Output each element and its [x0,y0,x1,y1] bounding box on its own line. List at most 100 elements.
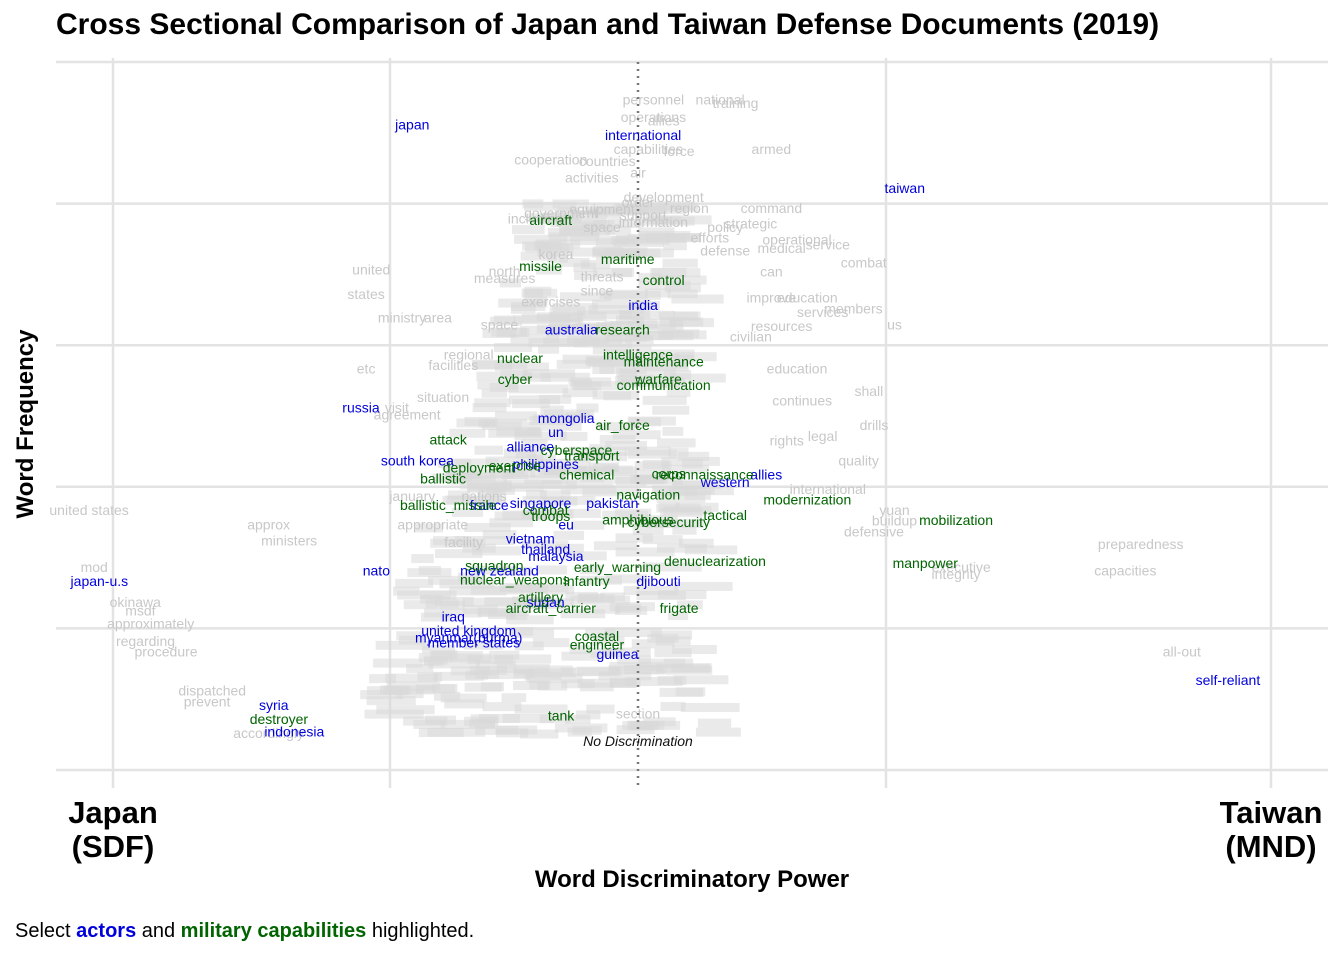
term-label: space [481,317,519,333]
capability-term-label: control [643,272,685,288]
background-term-mark [560,495,596,505]
grid-lines [56,58,1328,788]
actor-term-label: djibouti [636,573,680,589]
background-term-mark [454,458,499,468]
background-term-mark [395,578,434,588]
term-label: civilian [730,329,772,345]
term-label: government [524,205,598,221]
background-term-mark [541,496,578,506]
background-term-mark [588,305,645,315]
background-term-mark [682,459,703,469]
term-label: international [790,481,866,497]
background-term-mark [484,597,542,607]
background-term-mark [598,422,636,432]
background-term-mark [527,454,556,464]
background-term-mark [673,480,707,490]
term-label: etc [357,361,376,377]
background-term-mark [619,368,677,378]
term-label: area [424,310,452,326]
background-term-mark [522,369,576,379]
actor-term-label: member states [428,635,521,651]
background-term-mark [671,294,724,304]
background-term-mark [482,421,522,431]
background-term-mark [651,349,695,359]
actor-term-label: western [700,474,750,490]
background-term-mark [582,487,640,497]
background-term-mark [657,330,707,340]
background-term-mark [657,590,707,600]
term-label: combat [841,254,887,270]
caption-prefix: Select [15,920,77,942]
capability-term-label: destroyer [250,711,309,727]
background-term-mark [500,566,533,576]
capability-term-label: chemical [559,467,614,483]
background-term-mark [444,699,485,709]
background-term-mark [674,581,733,591]
x-axis-right-label: Taiwan (MND) [1208,796,1334,864]
background-term-mark [536,324,571,334]
background-term-mark [672,645,717,655]
term-label: executive [932,559,991,575]
background-term-mark [590,648,625,658]
capability-term-label: artillery [518,589,563,605]
term-label: air [630,164,646,180]
term-label: north [489,263,521,279]
x-left-label-line1: Japan [68,795,158,830]
background-term-mark [403,600,438,610]
background-term-mark [592,390,639,400]
background-term-mark [529,668,576,678]
background-term-mark [369,674,396,684]
term-label: regional [444,346,494,362]
term-label: operations [621,109,686,125]
term-label: quality [838,453,878,469]
background-term-mark [532,414,584,424]
capability-term-label: tactical [703,507,747,523]
actor-term-label: pakistan [586,495,638,511]
capability-term-label: squadron [465,557,523,573]
term-label: strategic [724,215,777,231]
background-term-mark [536,265,562,275]
term-label: force [663,143,694,159]
term-label: service [806,237,851,253]
background-term-mark [553,530,585,540]
actor-term-label: syria [259,697,289,713]
term-label: yuan [879,502,909,518]
background-term-mark [615,533,653,543]
term-label: capabilities [614,141,683,157]
background-term-mark [552,508,601,518]
background-term-mark [593,247,648,257]
background-term-mark [505,611,528,621]
background-term-mark [678,538,714,548]
background-term-mark [608,218,642,228]
background-term-mark [427,727,486,737]
background-term-mark [623,586,678,596]
background-term-mark [495,728,529,738]
background-term-mark [552,303,598,313]
term-label: equipment [569,201,634,217]
background-term-mark [580,451,606,461]
background-term-mark [670,373,726,383]
term-label: including [508,210,563,226]
background-term-mark [470,585,528,595]
actor-term-label: un [548,424,564,440]
x-right-label-line2: (MND) [1225,829,1317,864]
background-term-mark [471,546,522,556]
capability-term-label: ballistic_missile [400,497,497,513]
capability-term-label: cybersecurity [628,514,710,530]
capability-term-label: aircraft [529,212,572,228]
background-term-mark [462,543,496,553]
background-term-mark [489,650,520,660]
actor-term-label: japan-u.s [70,573,129,589]
background-term-mark [456,418,498,428]
term-label: space [583,219,621,235]
term-label: shall [854,383,883,399]
background-term-mark [539,490,571,500]
background-term-mark [482,529,517,539]
actor-term-label: allies [750,467,782,483]
background-term-mark [674,352,717,362]
background-term-mark [450,475,507,485]
background-term-mark [433,536,470,546]
term-label: rights [770,433,804,449]
background-term-mark [634,377,686,387]
